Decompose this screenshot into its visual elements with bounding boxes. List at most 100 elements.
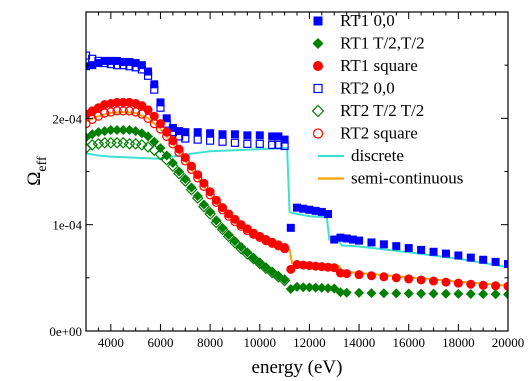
point-rt1-t-2-t-2-47 [403, 288, 414, 299]
point-rt2-square-0 [86, 119, 91, 129]
y-axis-label-text: Ωeff [24, 156, 50, 186]
y-tick-label: 1e-04 [52, 218, 82, 233]
point-rt1-square-47 [404, 274, 414, 284]
point-rt1-square-13 [162, 127, 172, 137]
point-rt1-t-2-t-2-5 [112, 125, 123, 136]
point-rt1-0-0-11 [150, 80, 159, 89]
point-rt1-t-2-t-2-55 [503, 289, 508, 300]
point-rt1-square-53 [478, 280, 488, 290]
point-rt1-t-2-t-2-19 [198, 199, 209, 210]
point-rt1-t-2-t-2-7 [124, 125, 135, 136]
legend-swatch-rt2-square [312, 128, 324, 139]
point-rt1-0-0-30 [311, 206, 320, 215]
point-rt2-t-2-t-2-10 [142, 141, 154, 153]
point-rt1-t-2-t-2-11 [149, 136, 160, 147]
point-rt1-t-2-t-2-3 [99, 126, 110, 137]
point-rt1-square-33 [286, 264, 296, 274]
point-rt1-square-32 [280, 243, 290, 253]
y-tick-label: 2e-04 [52, 111, 82, 126]
point-rt1-t-2-t-2-44 [366, 288, 377, 299]
point-rt1-t-2-t-2-32 [279, 274, 290, 285]
x-tick-label: 8000 [197, 335, 223, 350]
x-tick-label: 4000 [98, 335, 124, 350]
point-rt1-0-0-9 [137, 61, 146, 70]
point-rt1-0-0-32 [324, 210, 333, 219]
point-rt1-t-2-t-2-35 [298, 282, 309, 293]
point-rt1-0-0-36 [348, 235, 357, 244]
point-rt2-t-2-t-2-9 [136, 139, 148, 151]
point-rt1-0-0-41 [404, 244, 413, 253]
point-rt1-0-0-48 [491, 257, 500, 266]
point-rt1-t-2-t-2-17 [186, 182, 197, 193]
point-rt1-t-2-t-2-42 [341, 287, 352, 298]
point-rt2-square-9 [137, 109, 147, 119]
legend-label-discrete: discrete [351, 146, 404, 165]
point-rt2-0-0-24 [274, 140, 283, 150]
point-rt1-t-2-t-2-18 [192, 190, 203, 201]
point-rt1-square-49 [429, 276, 439, 286]
point-rt1-0-0-39 [379, 240, 388, 249]
legend-label-rt1-t-2-t-2: RT1 T/2,T/2 [340, 34, 425, 53]
point-rt1-square-40 [329, 263, 339, 273]
legend-label-rt2-square: RT2 square [340, 124, 418, 143]
point-rt1-t-2-t-2-13 [161, 150, 172, 161]
point-rt2-square-4 [106, 107, 116, 117]
point-rt1-0-0-21 [243, 131, 252, 140]
point-rt1-0-0-35 [342, 234, 351, 243]
y-tick-label: 0e+00 [49, 324, 82, 339]
point-rt1-square-24 [230, 214, 240, 224]
point-rt1-square-43 [354, 270, 364, 280]
point-rt1-0-0-47 [479, 255, 488, 264]
legend-entry-rt1-t-2-t-2: RT1 T/2,T/2 [312, 34, 425, 53]
point-rt1-square-5 [112, 97, 122, 107]
point-rt1-0-0-20 [230, 130, 239, 139]
point-rt1-0-0-22 [255, 131, 264, 140]
point-rt1-0-0-45 [454, 251, 463, 260]
point-rt1-0-0-37 [355, 236, 364, 245]
x-tick-label: 6000 [147, 335, 173, 350]
point-rt2-0-0-21 [243, 139, 252, 148]
point-rt1-t-2-t-2-28 [254, 257, 265, 268]
point-rt1-t-2-t-2-46 [391, 288, 402, 299]
plot-area [86, 51, 508, 300]
point-rt1-square-6 [118, 97, 128, 107]
series-rt1-0-0 [86, 56, 508, 269]
point-rt1-t-2-t-2-10 [143, 131, 154, 142]
legend-label-semi-continuous: semi-continuous [351, 169, 463, 188]
point-rt1-t-2-t-2-22 [217, 222, 228, 233]
legend-entry-discrete: discrete [318, 146, 404, 165]
legend-label-rt1-0-0: RT1 0,0 [340, 11, 395, 30]
point-rt1-0-0-17 [193, 128, 202, 137]
point-rt1-0-0-18 [206, 129, 215, 138]
point-rt1-0-0-49 [504, 260, 508, 269]
x-tick-label: 18000 [442, 335, 475, 350]
legend-entry-rt2-0-0: RT2 0,0 [313, 79, 395, 98]
point-rt1-0-0-34 [336, 233, 345, 242]
point-rt1-square-55 [503, 281, 508, 291]
point-rt1-t-2-t-2-48 [416, 288, 427, 299]
point-rt1-t-2-t-2-26 [242, 247, 253, 258]
legend-swatch-rt1-0-0 [313, 16, 323, 26]
series-rt1-t-2-t-2 [86, 125, 508, 300]
point-rt1-t-2-t-2-45 [378, 288, 389, 299]
legend-swatch-rt2-0-0 [313, 83, 323, 94]
axes-layer: 4000 6000 8000 10000 12000 14000 16000 18000 200… [24, 11, 524, 378]
point-rt1-t-2-t-2-29 [260, 262, 271, 273]
point-rt1-t-2-t-2-14 [167, 157, 178, 168]
point-rt1-t-2-t-2-16 [180, 173, 191, 184]
point-rt1-0-0-24 [274, 132, 283, 141]
point-rt1-square-16 [180, 153, 190, 163]
point-rt1-t-2-t-2-50 [440, 288, 451, 299]
point-rt1-t-2-t-2-2 [93, 127, 104, 138]
point-rt2-square-3 [100, 108, 110, 118]
point-rt1-square-42 [342, 269, 352, 279]
point-rt1-0-0-14 [168, 123, 177, 132]
point-rt2-t-2-t-2-1 [86, 139, 99, 151]
point-rt1-t-2-t-2-49 [428, 288, 439, 299]
point-rt1-square-48 [416, 275, 426, 285]
point-rt1-t-2-t-2-34 [292, 281, 302, 292]
point-rt1-0-0-2 [94, 59, 103, 68]
point-rt2-0-0-20 [230, 138, 240, 147]
x-tick-label: 16000 [392, 335, 425, 350]
point-rt1-0-0-38 [367, 238, 376, 247]
